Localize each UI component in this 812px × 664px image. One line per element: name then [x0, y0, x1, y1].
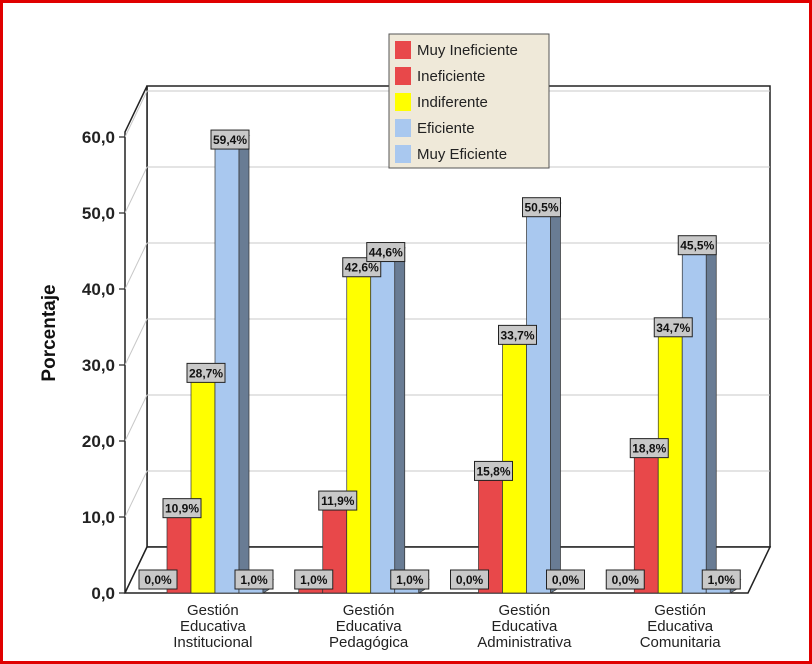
- legend-label: Muy Eficiente: [417, 146, 507, 163]
- data-label-box: [450, 569, 489, 590]
- y-tick-label: 50,0: [82, 204, 115, 223]
- category-label: Educativa: [491, 618, 558, 635]
- data-label: 28,7%: [189, 366, 223, 380]
- data-label-box: [318, 490, 358, 511]
- data-label: 33,7%: [500, 328, 534, 342]
- legend-swatch: [395, 41, 411, 59]
- data-label-box: [186, 362, 226, 383]
- category-label: Educativa: [180, 618, 247, 635]
- data-label-box: [390, 569, 430, 590]
- data-label-box: [629, 438, 669, 459]
- chart-walls: [123, 85, 772, 594]
- bar: [346, 268, 372, 594]
- legend-label: Indiferente: [417, 94, 488, 111]
- legend-label: Muy Ineficiente: [417, 42, 518, 59]
- data-label: 42,6%: [345, 261, 379, 275]
- category-label: Comunitaria: [640, 634, 722, 651]
- gridline-left: [124, 242, 148, 290]
- gridline-left: [124, 318, 148, 366]
- category-label: Gestión: [187, 602, 239, 619]
- data-label-box: [653, 317, 693, 338]
- data-label: 1,0%: [240, 573, 268, 587]
- data-label: 45,5%: [680, 239, 714, 253]
- data-label-box: [366, 242, 406, 263]
- legend-swatch: [395, 119, 411, 137]
- data-label: 18,8%: [632, 442, 666, 456]
- data-labels: 0,0% 10,9% 28,7% 59,4% 1,0% 1,0% 11,9% 42,6%44,…: [138, 129, 741, 590]
- x-axis-categories: GestiónEducativaInstitucionalGestiónEduc…: [173, 602, 721, 651]
- data-label-box: [605, 569, 645, 590]
- bar-side: [705, 240, 717, 594]
- category-label: Educativa: [336, 618, 403, 635]
- data-label-box: [498, 324, 537, 345]
- data-label: 0,0%: [552, 573, 580, 587]
- data-label: 0,0%: [144, 573, 172, 587]
- data-label-box: [342, 257, 382, 278]
- data-label: 11,9%: [321, 494, 355, 508]
- data-label: 34,7%: [656, 321, 690, 335]
- bar: [526, 208, 551, 594]
- data-label-box: [138, 569, 178, 590]
- bar-side: [550, 202, 561, 594]
- data-label: 0,0%: [612, 573, 640, 587]
- y-tick-label: 0,0: [91, 584, 115, 603]
- data-label-box: [210, 129, 250, 150]
- legend-label: Eficiente: [417, 120, 475, 137]
- data-label-box: [234, 569, 274, 590]
- data-label-box: [294, 569, 334, 590]
- category-label: Institucional: [173, 634, 252, 651]
- y-tick-label: 10,0: [82, 508, 115, 527]
- data-label: 1,0%: [300, 573, 328, 587]
- bar: [370, 253, 396, 594]
- left-wall: [124, 85, 148, 594]
- bar-side: [238, 134, 250, 594]
- category-label: Administrativa: [477, 634, 572, 651]
- bar: [681, 246, 707, 594]
- data-label-box: [474, 460, 513, 481]
- bar: [633, 449, 659, 594]
- category-label: Educativa: [647, 618, 714, 635]
- gridline-left: [124, 470, 148, 518]
- bar-side: [394, 247, 406, 594]
- category-label: Gestión: [343, 602, 395, 619]
- data-label: 1,0%: [708, 573, 736, 587]
- bar: [190, 374, 216, 594]
- gridline-left: [124, 394, 148, 442]
- legend-swatch: [395, 93, 411, 111]
- bar-chart: 0,0 10,0 20,0 30,0 40,0 50,0 60,0 0,0% 10,9% 28,…: [39, 33, 772, 651]
- category-label: Gestión: [499, 602, 551, 619]
- y-axis-label: Porcentaje: [39, 284, 60, 381]
- y-tick-label: 40,0: [82, 280, 115, 299]
- data-label: 50,5%: [524, 201, 558, 215]
- data-label-box: [522, 197, 561, 218]
- bar: [657, 328, 683, 594]
- legend: Muy Ineficiente Ineficiente Indiferente Efi…: [388, 33, 550, 169]
- category-label: Gestión: [654, 602, 706, 619]
- data-label: 0,0%: [456, 573, 484, 587]
- data-label: 1,0%: [396, 573, 424, 587]
- legend-swatch: [395, 145, 411, 163]
- data-label-box: [677, 235, 717, 256]
- category-label: Pedagógica: [329, 634, 409, 651]
- data-label: 59,4%: [213, 133, 247, 147]
- legend-label: Ineficiente: [417, 68, 485, 85]
- y-tick-label: 60,0: [82, 128, 115, 147]
- y-axis-ticks: 0,0 10,0 20,0 30,0 40,0 50,0 60,0: [82, 128, 125, 603]
- gridline-left: [124, 166, 148, 214]
- data-label-box: [546, 569, 585, 590]
- legend-box: [388, 33, 550, 169]
- gridline-left: [124, 90, 148, 138]
- data-label: 15,8%: [476, 464, 510, 478]
- data-label: 44,6%: [369, 246, 403, 260]
- data-label: 10,9%: [165, 502, 199, 516]
- legend-swatch: [395, 67, 411, 85]
- y-tick-label: 20,0: [82, 432, 115, 451]
- data-label-box: [162, 498, 202, 519]
- data-label-box: [701, 569, 741, 590]
- y-tick-label: 30,0: [82, 356, 115, 375]
